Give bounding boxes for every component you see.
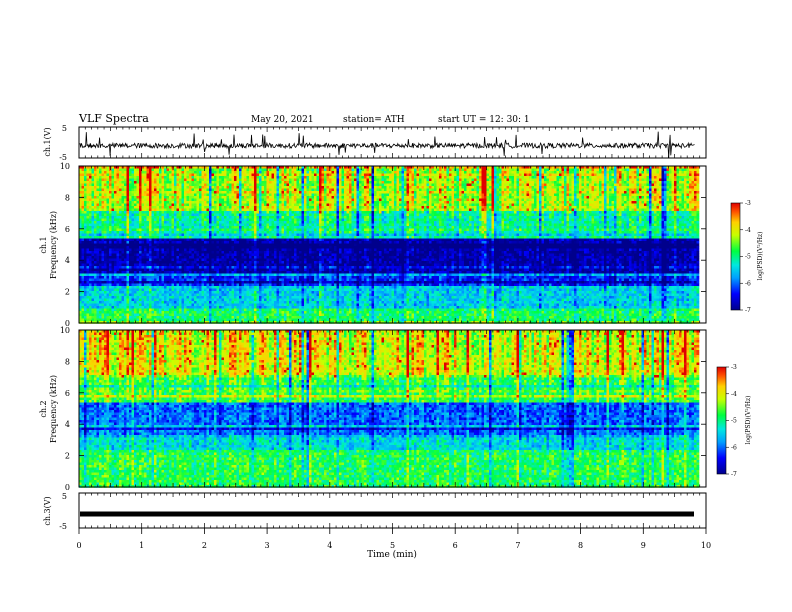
ch3-waveform-trace bbox=[80, 512, 694, 517]
ch2-spectrogram-ytick-label: 0 bbox=[65, 483, 70, 492]
ch2-spectrogram-ytick-label: 2 bbox=[65, 452, 70, 461]
ch3-waveform-panel: 5 -5 ch.3(V) 0 1 2 3 4 5 6 7 8 9 10 Time (min) bbox=[43, 492, 711, 560]
ch1-spectrogram-ylabel-frequency: Frequency (kHz) bbox=[49, 211, 58, 279]
ch1-ytick-bottom: -5 bbox=[59, 153, 67, 162]
time-tick-label: 7 bbox=[515, 541, 520, 550]
ch2-spectrogram-ytick-label: 8 bbox=[65, 357, 70, 366]
ch1-colorbar-tick-label: -5 bbox=[745, 254, 751, 261]
ch1-colorbar-tick-label: -7 bbox=[745, 307, 751, 314]
ch1-spectrogram-ytick-label: 10 bbox=[60, 162, 70, 171]
time-axis-ticks: 0 1 2 3 4 5 6 7 8 9 10 bbox=[76, 528, 711, 550]
ch2-colorbar-tick-label: -5 bbox=[731, 418, 737, 425]
waveform-band bbox=[80, 512, 694, 517]
time-tick-label: 8 bbox=[578, 541, 583, 550]
time-tick-label: 9 bbox=[641, 541, 646, 550]
ch2-spectrogram-ytick-label: 10 bbox=[60, 326, 70, 335]
time-tick-label: 10 bbox=[701, 541, 711, 550]
ch2-colorbar-label: log(PSD)(V²/Hz) bbox=[745, 396, 752, 445]
ch2-spectrogram-ytick-label: 4 bbox=[65, 420, 70, 429]
ch1-colorbar-tick-label: -4 bbox=[745, 227, 751, 234]
ch2-spectrogram-image bbox=[79, 330, 706, 488]
station-label: station= ATH bbox=[343, 115, 405, 125]
ch2-colorbar-tick-label: -4 bbox=[731, 391, 737, 398]
time-tick-label: 1 bbox=[139, 541, 144, 550]
ch1-colorbar-label: log(PSD)(V²/Hz) bbox=[757, 232, 764, 281]
ch3-waveform-ylabel: ch.3(V) bbox=[43, 496, 52, 525]
figure-title: VLF Spectra bbox=[78, 112, 149, 125]
ch1-colorbar bbox=[731, 203, 740, 310]
ch3-waveform-frame bbox=[79, 493, 706, 528]
ch1-colorbar-ticks: -3 -4 -5 -6 -7 bbox=[740, 200, 751, 314]
time-tick-label: 6 bbox=[453, 541, 458, 550]
ch1-waveform-panel: 5 -5 ch.1(V) bbox=[43, 124, 706, 162]
ch2-colorbar bbox=[717, 367, 726, 474]
time-axis-label: Time (min) bbox=[367, 549, 417, 560]
ch1-spectrogram-ytick-label: 2 bbox=[65, 288, 70, 297]
time-tick-label: 3 bbox=[265, 541, 270, 550]
ch2-spectrogram-ylabel-channel: ch.2 bbox=[39, 400, 48, 417]
ch1-spectrogram-ytick-label: 6 bbox=[65, 225, 70, 234]
start-time-label: start UT = 12: 30: 1 bbox=[438, 115, 530, 125]
ch1-waveform-ylabel: ch.1(V) bbox=[43, 127, 52, 156]
ch1-spectrogram-ytick-label: 8 bbox=[65, 193, 70, 202]
ch1-ytick-top: 5 bbox=[62, 124, 67, 133]
ch1-colorbar-tick-label: -3 bbox=[745, 200, 751, 207]
ch2-colorbar-tick-label: -7 bbox=[731, 471, 737, 478]
ch2-spectrogram-ytick-label: 6 bbox=[65, 389, 70, 398]
time-tick-label: 0 bbox=[76, 541, 81, 550]
ch2-spectrogram-ylabel-frequency: Frequency (kHz) bbox=[49, 375, 58, 443]
ch2-colorbar-tick-label: -6 bbox=[731, 444, 737, 451]
ch1-colorbar-tick-label: -6 bbox=[745, 280, 751, 287]
time-tick-label: 5 bbox=[390, 541, 395, 550]
ch2-colorbar-tick-label: -3 bbox=[731, 364, 737, 371]
ch2-colorbar-ticks: -3 -4 -5 -6 -7 bbox=[726, 364, 737, 478]
time-tick-label: 2 bbox=[202, 541, 207, 550]
ch1-spectrogram-image bbox=[79, 166, 706, 324]
ch1-spectrogram-ylabel-channel: ch.1 bbox=[39, 236, 48, 253]
ch3-ytick-top: 5 bbox=[62, 492, 67, 501]
ch1-spectrogram-ytick-label: 4 bbox=[65, 256, 70, 265]
ch3-ytick-bottom: -5 bbox=[59, 522, 67, 531]
date-label: May 20, 2021 bbox=[251, 115, 314, 125]
time-tick-label: 4 bbox=[327, 541, 332, 550]
